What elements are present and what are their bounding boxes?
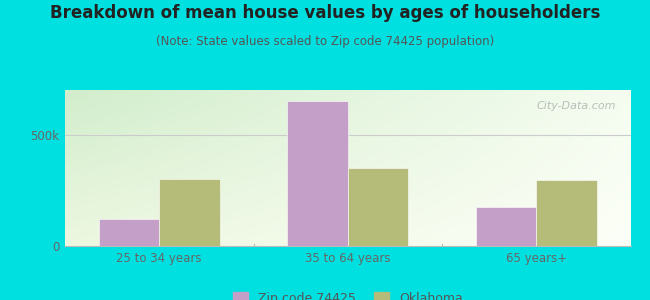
Bar — [159, 179, 220, 246]
Text: (Note: State values scaled to Zip code 74425 population): (Note: State values scaled to Zip code 7… — [156, 34, 494, 47]
Text: Breakdown of mean house values by ages of householders: Breakdown of mean house values by ages o… — [50, 4, 600, 22]
Bar — [287, 101, 348, 246]
Bar — [348, 168, 408, 246]
Text: City-Data.com: City-Data.com — [537, 101, 616, 111]
Bar — [99, 219, 159, 246]
Bar — [536, 180, 597, 246]
Bar — [476, 207, 536, 246]
Legend: Zip code 74425, Oklahoma: Zip code 74425, Oklahoma — [227, 286, 468, 300]
